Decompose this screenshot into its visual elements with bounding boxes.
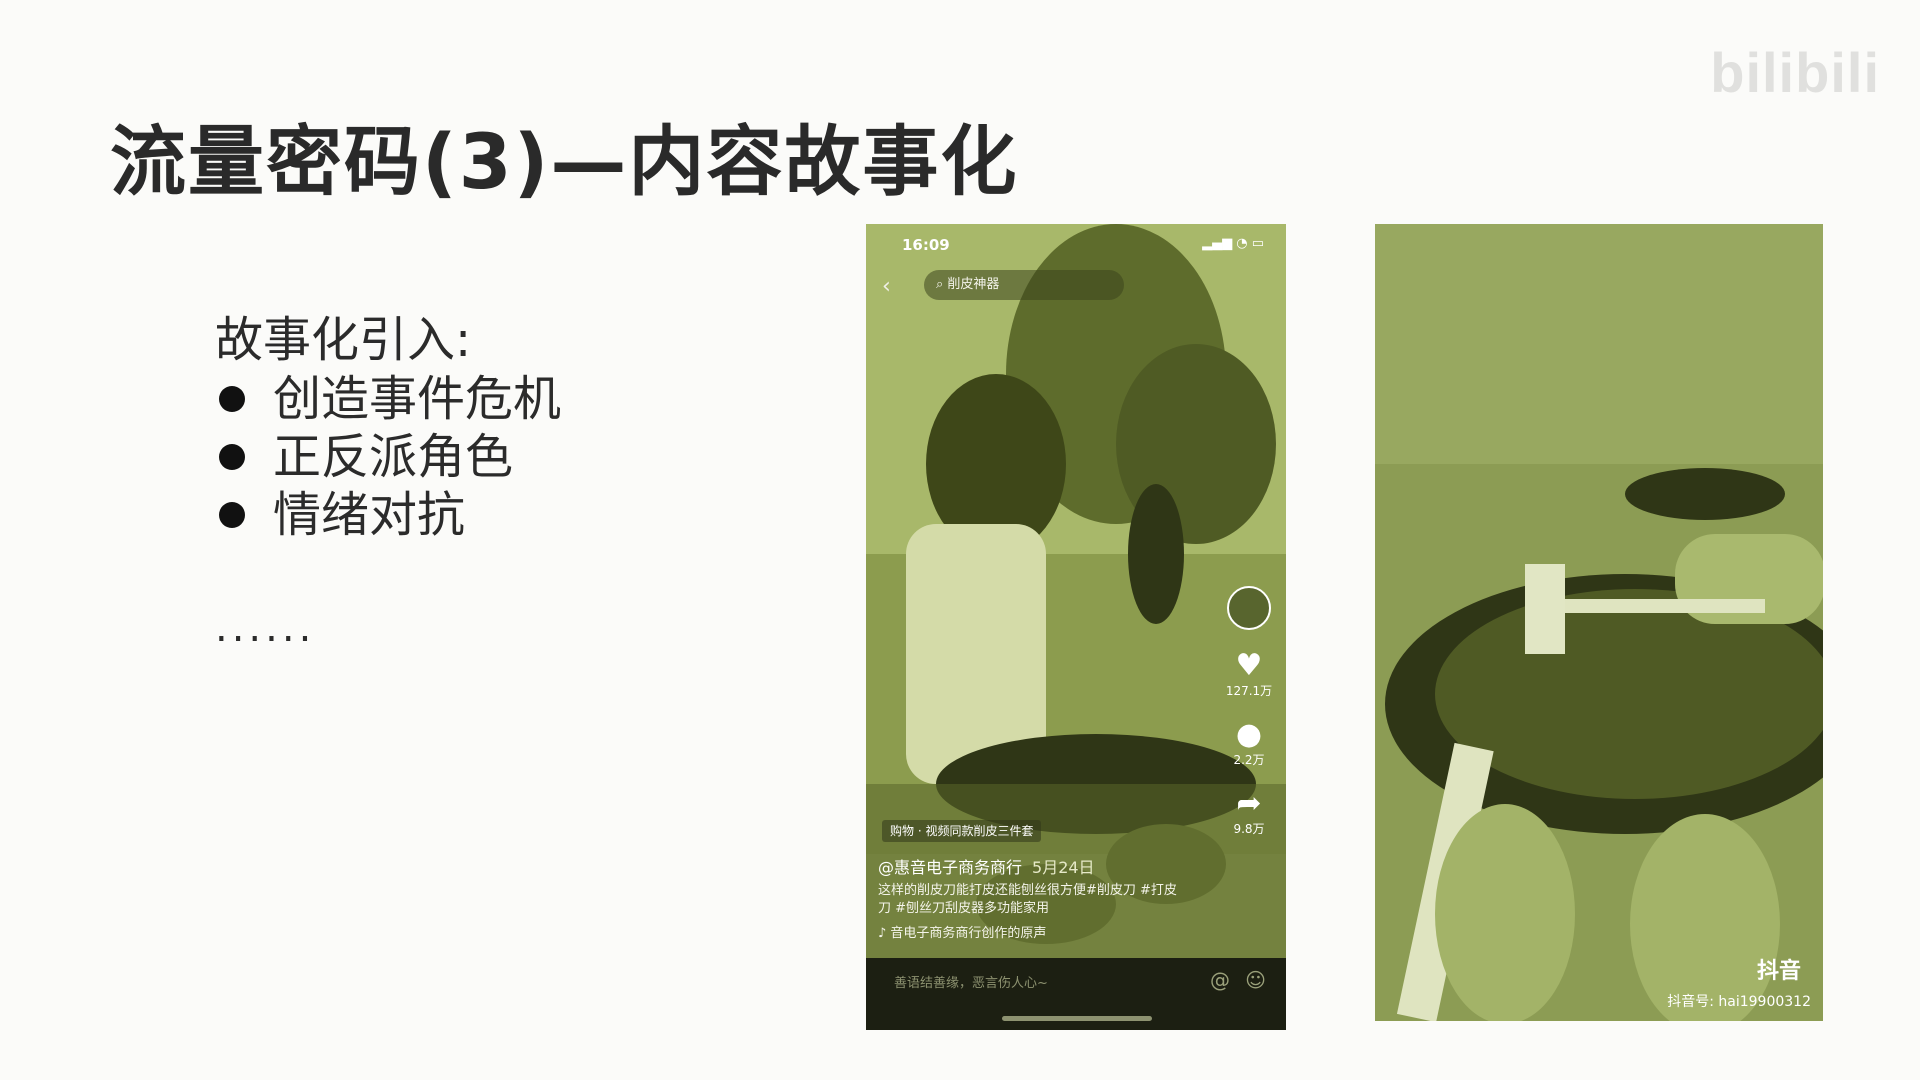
video-description: 这样的削皮刀能打皮还能刨丝很方便#削皮刀 #打皮刀 #刨丝刀刮皮器多功能家用 [878,883,1177,916]
ellipsis: ...... [215,605,316,651]
slide-title: 流量密码(3)—内容故事化 [110,117,1019,206]
intro-heading: 故事化引入: [215,312,472,368]
bullet-dot-icon [219,502,245,528]
author-name[interactable]: @惠音电子商务商行 [878,858,1023,877]
bullet-item: 情绪对抗 [215,486,561,544]
comment-bar: 善语结善缘，恶言伤人心~ @ ☺ [866,958,1286,1030]
comment-action[interactable]: ● 2.2万 [1222,719,1276,768]
author-line: @惠音电子商务商行 5月24日 [878,854,1095,878]
search-box[interactable]: ⌕ 削皮神器 [924,270,1124,300]
emoji-icon[interactable]: ☺ [1245,968,1266,992]
bilibili-watermark: bilibili [1710,41,1880,104]
share-action[interactable]: ➦ 9.8万 [1222,788,1276,837]
bullet-dot-icon [219,444,245,470]
heart-icon: ♥ [1235,648,1263,683]
comment-input[interactable]: 善语结善缘，恶言伤人心~ [894,976,1048,991]
bullet-list: 创造事件危机 正反派角色 情绪对抗 [215,370,561,544]
status-icons: ▂▄▆ ◔ ▭ [1202,236,1264,251]
avatar[interactable] [1227,586,1271,630]
comment-icon: ● [1235,717,1263,752]
video-scene [866,224,1286,1030]
chevron-left-icon[interactable]: ‹ [882,274,891,299]
video-scene-2 [1375,224,1823,1021]
bullet-item: 创造事件危机 [215,370,561,428]
status-time: 16:09 [902,236,950,254]
action-rail: ♥ 127.1万 ● 2.2万 ➦ 9.8万 [1222,586,1276,837]
douyin-phone-screenshot: 16:09 ▂▄▆ ◔ ▭ ‹ ⌕ 削皮神器 ♥ 127.1万 ● 2.2万 ➦… [866,224,1286,1030]
post-date: 5月24日 [1032,858,1095,877]
like-action[interactable]: ♥ 127.1万 [1222,650,1276,699]
douyin-id: 抖音号: hai19900312 [1667,994,1811,1010]
douyin-video-frame: 抖音 抖音号: hai19900312 [1375,224,1823,1021]
at-icon[interactable]: @ [1210,968,1230,992]
bullet-item: 正反派角色 [215,428,561,486]
shopping-tag[interactable]: 购物 · 视频同款削皮三件套 [882,820,1042,842]
search-icon: ⌕ [936,277,948,292]
share-icon: ➦ [1236,786,1262,821]
bullet-dot-icon [219,386,245,412]
music-line[interactable]: ♪ 音电子商务商行创作的原声 [878,926,1047,941]
slide-content: 故事化引入: 创造事件危机 正反派角色 情绪对抗 [215,310,561,544]
home-indicator [1002,1016,1152,1021]
top-bar: ‹ ⌕ 削皮神器 [866,266,1286,306]
douyin-logo: 抖音 [1756,959,1801,984]
